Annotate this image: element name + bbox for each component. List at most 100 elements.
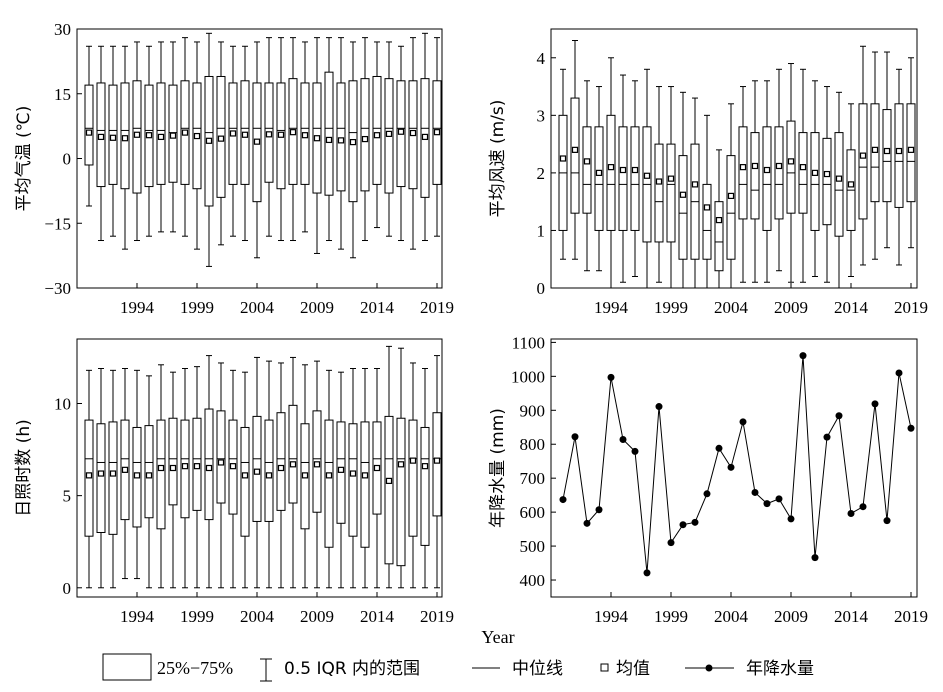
- mean-marker: [907, 146, 915, 153]
- legend-line-label: 年降水量: [746, 659, 814, 679]
- data-point: [619, 435, 627, 443]
- y-tick-label: 3: [537, 106, 546, 125]
- mean-marker: [583, 158, 591, 165]
- box: [630, 126, 640, 231]
- mean-marker: [607, 164, 615, 171]
- mean-marker: [169, 132, 177, 139]
- mean-marker: [433, 457, 441, 464]
- box: [360, 78, 370, 192]
- data-point: [727, 463, 735, 471]
- mean-marker: [229, 130, 237, 137]
- x-tick-label: 1999: [654, 298, 688, 317]
- box: [372, 75, 382, 185]
- data-point: [847, 509, 855, 517]
- mean-marker: [241, 131, 249, 138]
- mean-marker: [289, 129, 297, 136]
- box: [360, 421, 370, 548]
- legend-mean-swatch: [600, 663, 609, 672]
- box: [726, 155, 736, 260]
- box: [762, 126, 772, 231]
- y-tick-label: 0: [537, 279, 546, 298]
- box: [798, 132, 808, 214]
- y-tick-label: 1100: [512, 333, 545, 352]
- mean-marker: [739, 164, 747, 171]
- y-tick-label: 800: [520, 435, 546, 454]
- box: [702, 183, 712, 260]
- y-tick-label: 400: [520, 571, 546, 590]
- mean-marker: [859, 152, 867, 159]
- mean-marker: [847, 181, 855, 188]
- mean-marker: [787, 158, 795, 165]
- mean-marker: [109, 470, 117, 477]
- data-point: [763, 500, 771, 508]
- box: [348, 423, 358, 537]
- data-point: [607, 373, 615, 381]
- mean-marker: [433, 129, 441, 136]
- mean-marker: [181, 463, 189, 470]
- mean-marker: [325, 136, 333, 144]
- x-axis-label: Year: [481, 627, 514, 647]
- y-tick-label: 15: [54, 85, 71, 104]
- precipitation-panel: 400 500 600 700 800 900 1000 1100 1994 1999 2004 20…: [488, 333, 928, 626]
- box: [408, 419, 418, 537]
- mean-marker: [811, 169, 819, 176]
- mean-marker: [409, 457, 417, 464]
- mean-marker: [313, 135, 321, 142]
- box: [882, 109, 892, 203]
- mean-marker: [133, 131, 141, 138]
- mean-marker: [313, 461, 321, 468]
- mean-marker: [883, 147, 891, 155]
- x-tick-label: 2009: [300, 298, 334, 317]
- mean-marker: [835, 175, 843, 182]
- data-point: [811, 554, 819, 562]
- mean-marker: [421, 133, 429, 141]
- box: [276, 412, 286, 511]
- sunshine-panel: 0 5 10 1994 1999 2004 2009 2014 2019 日照时数 (h): [14, 338, 454, 626]
- data-point: [871, 400, 879, 408]
- legend-box-swatch: [102, 653, 152, 681]
- box: [606, 114, 616, 231]
- mean-marker: [349, 470, 357, 477]
- box: [786, 120, 796, 214]
- mean-marker: [169, 464, 177, 472]
- wind-speed-panel: 0 1 2 3 4 1994 1999 2004 2009 2014 2019 平均风速 (m/s): [488, 28, 928, 317]
- y-axis-label: 平均气温 (℃): [14, 106, 34, 212]
- box: [432, 412, 442, 517]
- data-point: [703, 490, 711, 498]
- x-tick-label: 2004: [240, 607, 275, 626]
- mean-marker: [277, 131, 285, 138]
- y-tick-label: 1000: [511, 367, 545, 386]
- data-point: [583, 519, 591, 527]
- mean-marker: [289, 461, 297, 468]
- x-tick-label: 2004: [240, 298, 275, 317]
- box: [168, 417, 178, 506]
- mean-marker: [703, 204, 711, 211]
- box: [810, 132, 820, 231]
- box: [240, 426, 250, 537]
- box: [144, 425, 154, 519]
- box: [894, 103, 904, 208]
- mean-marker: [349, 138, 357, 146]
- mean-marker: [241, 472, 249, 479]
- box: [108, 421, 118, 535]
- mean-marker: [619, 166, 627, 174]
- data-point: [643, 569, 651, 577]
- data-point: [667, 539, 675, 547]
- x-tick-label: 2014: [834, 298, 869, 317]
- data-point: [571, 433, 579, 441]
- mean-marker: [751, 162, 759, 170]
- y-tick-label: 700: [520, 469, 546, 488]
- mean-marker: [643, 172, 651, 179]
- mean-marker: [157, 133, 165, 141]
- mean-marker: [217, 135, 225, 142]
- mean-marker: [727, 192, 735, 200]
- data-point: [679, 521, 687, 529]
- box: [582, 126, 592, 214]
- data-point: [595, 506, 603, 514]
- mean-marker: [193, 463, 201, 470]
- mean-marker: [337, 466, 345, 473]
- box: [570, 97, 580, 214]
- x-tick-label: 2009: [300, 607, 334, 626]
- mean-marker: [595, 169, 603, 176]
